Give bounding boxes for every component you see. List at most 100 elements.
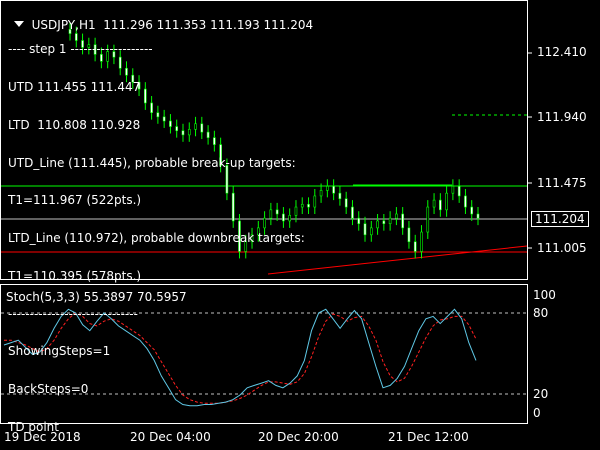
stoch-frame [0,284,528,424]
price-label: 111.475 [537,176,587,190]
candle-body [74,33,78,41]
candle-body [250,234,254,243]
candle-body [169,120,172,127]
candle-body [106,51,109,62]
candle-body [244,241,248,252]
candles-group [68,22,480,259]
candle-body [413,241,417,252]
candle-body [307,203,310,208]
time-label: 20 Dec 04:00 [130,430,211,444]
stoch-level-label: 0 [533,406,541,420]
candle-body [150,102,153,113]
candle-body [87,44,91,48]
symbol-header: USDJPY,H1 111.296 111.353 111.193 111.20… [6,4,313,32]
info-line: UTD 111.455 111.447 [8,79,141,94]
candle-body [219,144,222,166]
candle-body [206,131,210,138]
info-line: LTD 110.808 110.928 [8,117,141,132]
candle-body [81,40,84,48]
info-line: LTD_Line (110.972), probable downbreak t… [8,231,305,246]
candle-body [420,231,423,252]
candle-body [476,213,480,219]
stoch-level-label: 20 [533,387,549,401]
stoch-signal-line [4,312,477,404]
candle-body [464,195,467,208]
candle-body [125,67,128,76]
candle-body [238,220,241,252]
candle-body [357,217,361,225]
stoch-title: Stoch(5,3,3) 55.3897 70.5957 [6,290,187,304]
candle-body [439,199,442,211]
candle-body [231,192,235,222]
candle-body [300,203,304,208]
info-line: UTD_Line (111.445), probable break-up ta… [8,155,296,170]
candle-body [68,29,72,34]
candle-body [263,217,266,229]
candle-body [401,213,404,229]
info-line: TD point [8,420,59,434]
candle-body [93,44,97,55]
candle-body [275,209,279,215]
candle-body [181,130,185,136]
candle-body [200,123,204,133]
candle-body [175,126,179,132]
candle-body [194,123,197,130]
candle-body [257,227,260,236]
candle-body [118,56,122,69]
candle-body [407,227,411,243]
stoch-level-label: 80 [533,306,549,320]
candle-body [388,217,392,225]
symbol-line: USDJPY,H1 111.296 111.353 111.193 111.20… [31,18,314,32]
candle-body [112,51,116,58]
candle-body [432,199,436,208]
candle-body [395,213,398,219]
candle-body [445,192,448,211]
candle-body [451,185,455,194]
candle-body [156,112,160,118]
candle-body [213,137,216,145]
candle-body [100,54,103,62]
time-label: 20 Dec 20:00 [258,430,339,444]
candle-body [187,129,191,136]
candle-body [376,220,379,229]
candle-body [225,165,229,194]
candle-body [282,213,285,222]
stoch-main-line [3,308,477,407]
candle-body [363,223,367,236]
price-label: 111.005 [537,241,587,255]
candle-body [294,206,298,216]
candle-body [137,81,141,90]
candle-body [351,206,354,219]
candle-body [131,74,135,83]
candle-body [326,185,329,191]
info-line: ---- step 1 ------------------- [8,42,153,57]
time-label: 19 Dec 2018 [4,430,81,444]
main-chart-frame [0,0,528,280]
candle-body [344,198,348,208]
info-line: BackSteps=0 [8,382,89,397]
time-label: 21 Dec 12:00 [388,430,469,444]
td-info-panel: ---- step 1 ------------------- UTD 111.… [8,18,348,433]
dropdown-triangle-icon[interactable] [13,21,24,27]
candle-body [319,190,323,197]
candle-body [470,206,474,215]
ltd-trend-line[interactable] [267,245,528,275]
candle-body [382,220,386,225]
info-line: T1=110.395 (578pts.) [8,268,142,283]
current-price-label: 111.204 [531,211,589,227]
candle-body [288,215,291,222]
stoch-level-label: 100 [533,288,556,302]
candle-body [338,192,342,200]
candle-body [426,206,430,233]
info-line: ------------------------------ [8,306,138,321]
candle-body [369,227,373,236]
candle-body [332,185,335,194]
info-line: ShowingSteps=1 [8,344,111,359]
candle-body [269,209,273,219]
info-line: T1=111.967 (522pts.) [8,193,142,208]
candle-body [162,116,166,122]
candle-body [313,195,317,208]
price-label: 111.940 [537,110,587,124]
price-label: 112.410 [537,45,587,59]
